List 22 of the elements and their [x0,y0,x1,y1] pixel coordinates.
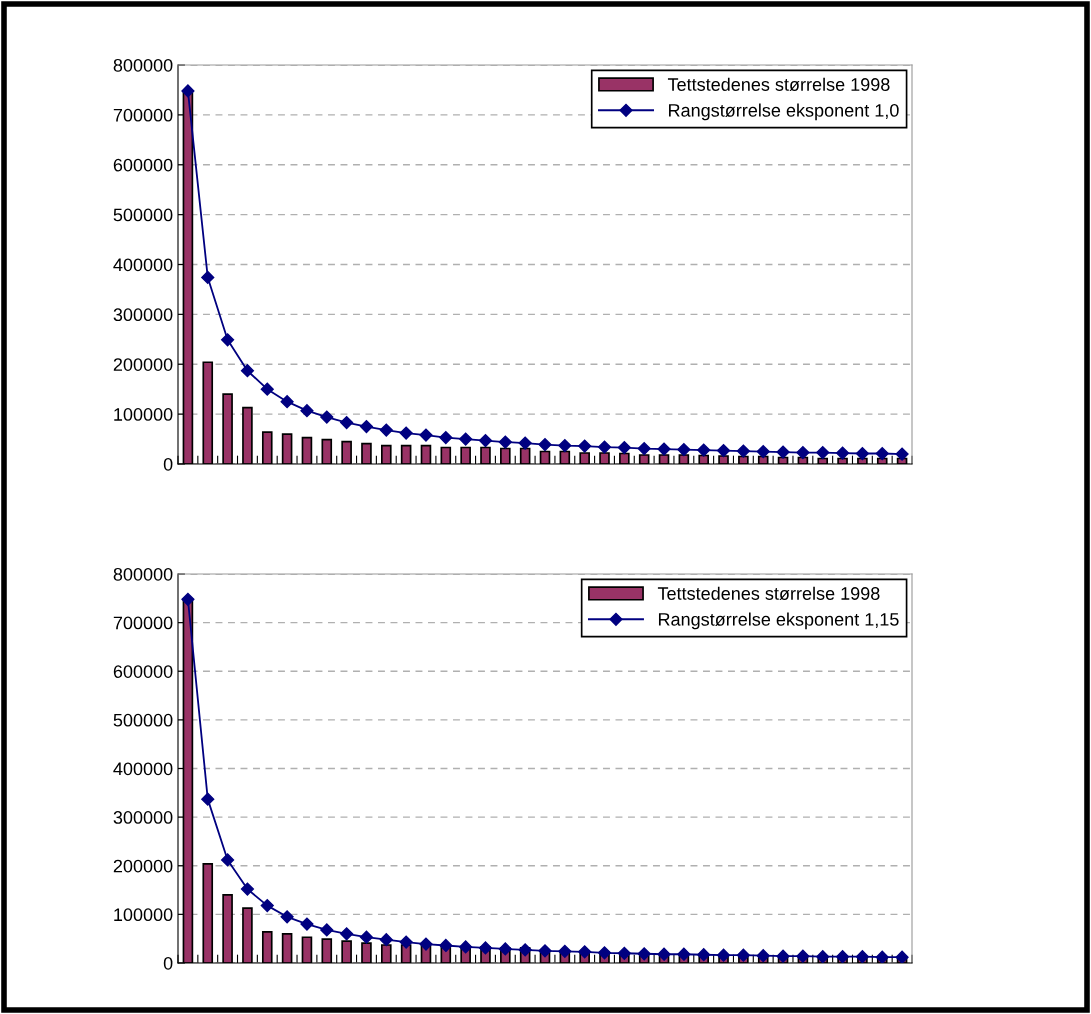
legend-label: Tettstedenes størrelse 1998 [667,77,890,92]
y-tick-label: 100000 [114,408,173,421]
legend-label: Rangstørrelse eksponent 1,0 [669,103,899,121]
y-tick-label: 500000 [113,713,173,727]
y-tick-label: 800000 [113,567,173,581]
legend-label: Rangstørrelse eksponent 1,15 [658,612,899,630]
legend-label: Tettstedenes størrelse 1998 [657,586,880,601]
y-tick-label: 200000 [113,859,173,873]
y-tick-label: 300000 [113,308,173,322]
y-tick-label: 700000 [113,616,173,630]
y-tick-label: 500000 [113,208,173,222]
y-tick-label: 400000 [113,258,173,272]
y-tick-label: 0 [163,956,173,970]
y-tick-label: 300000 [113,811,173,824]
y-tick-label: 600000 [113,158,173,172]
y-tick-label: 600000 [113,665,173,678]
y-tick-label: 200000 [113,358,173,371]
y-tick-label: 800000 [113,58,173,72]
y-tick-label: 700000 [113,108,173,122]
y-tick-label: 0 [163,457,173,471]
y-tick-label: 400000 [113,762,173,776]
y-tick-label: 100000 [114,908,173,922]
